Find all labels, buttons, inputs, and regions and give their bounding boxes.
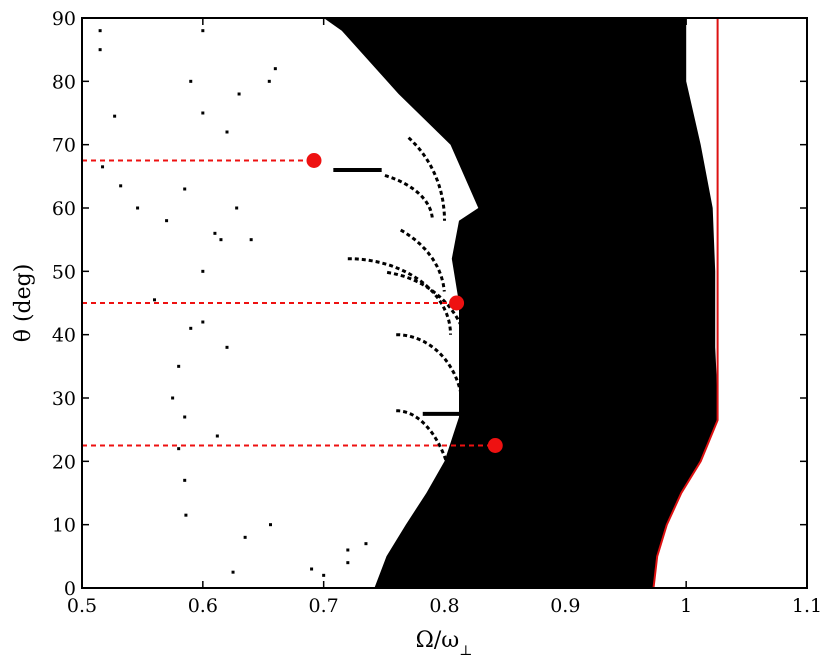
data-point — [364, 542, 368, 546]
data-point — [136, 206, 140, 210]
data-point — [153, 298, 156, 302]
data-point — [119, 184, 123, 188]
data-point — [201, 320, 205, 324]
y-tick-label: 20 — [52, 451, 76, 473]
highlight-marker — [449, 295, 465, 311]
data-point — [235, 206, 239, 210]
highlight-marker — [306, 153, 322, 168]
data-point — [225, 130, 229, 134]
data-point — [183, 415, 187, 419]
x-tick-label: 1.1 — [792, 595, 822, 617]
data-point — [273, 67, 277, 71]
y-tick-label: 60 — [52, 198, 76, 220]
boundary-curve — [652, 18, 719, 588]
y-tick-label: 0 — [64, 578, 76, 600]
arc-feature — [396, 333, 465, 411]
data-point — [201, 29, 205, 33]
x-tick-label: 1 — [680, 595, 692, 617]
data-point — [98, 29, 102, 33]
x-tick-label: 0.8 — [429, 595, 459, 617]
data-point — [237, 92, 241, 96]
y-axis-label: θ (deg) — [11, 264, 36, 343]
x-tick-label: 0.9 — [550, 595, 580, 617]
data-point — [189, 326, 193, 330]
x-axis-label: Ω/ω⊥ — [416, 628, 473, 659]
stability-region — [323, 18, 718, 588]
arc-feature — [407, 136, 446, 221]
data-point — [322, 573, 326, 577]
data-point — [219, 238, 223, 242]
x-tick-label: 0.5 — [67, 595, 97, 617]
y-tick-label: 50 — [52, 261, 76, 283]
data-point — [243, 535, 247, 539]
y-tick-label: 70 — [52, 135, 76, 157]
data-point — [183, 187, 187, 191]
y-tick-label: 10 — [52, 515, 76, 537]
data-point — [183, 478, 187, 482]
data-point — [249, 238, 253, 242]
data-point — [310, 567, 314, 571]
arc-feature — [396, 409, 459, 525]
data-point — [269, 523, 272, 527]
y-tick-label: 40 — [52, 325, 76, 347]
x-tick-label: 0.7 — [309, 595, 339, 617]
data-point — [165, 219, 169, 223]
data-point — [267, 79, 271, 83]
data-point — [177, 447, 181, 451]
arc-feature — [384, 174, 434, 218]
data-point — [101, 165, 105, 169]
y-tick-label: 90 — [52, 8, 76, 30]
data-point — [189, 79, 193, 83]
data-point — [213, 231, 217, 235]
y-tick-label: 80 — [52, 71, 76, 93]
arc-feature — [399, 228, 446, 292]
data-point — [201, 269, 205, 273]
x-tick-label: 0.6 — [188, 595, 218, 617]
arc-feature — [347, 257, 452, 335]
y-tick-label: 30 — [52, 388, 76, 410]
data-point — [231, 570, 235, 574]
data-point — [201, 111, 205, 115]
data-point — [113, 114, 117, 118]
data-point — [98, 48, 102, 52]
data-point — [215, 434, 219, 438]
data-point — [346, 561, 350, 565]
data-point — [177, 364, 181, 368]
data-point — [346, 548, 350, 552]
highlight-marker — [487, 438, 503, 453]
data-point — [184, 513, 188, 517]
data-point — [171, 396, 175, 400]
data-point — [225, 345, 229, 349]
